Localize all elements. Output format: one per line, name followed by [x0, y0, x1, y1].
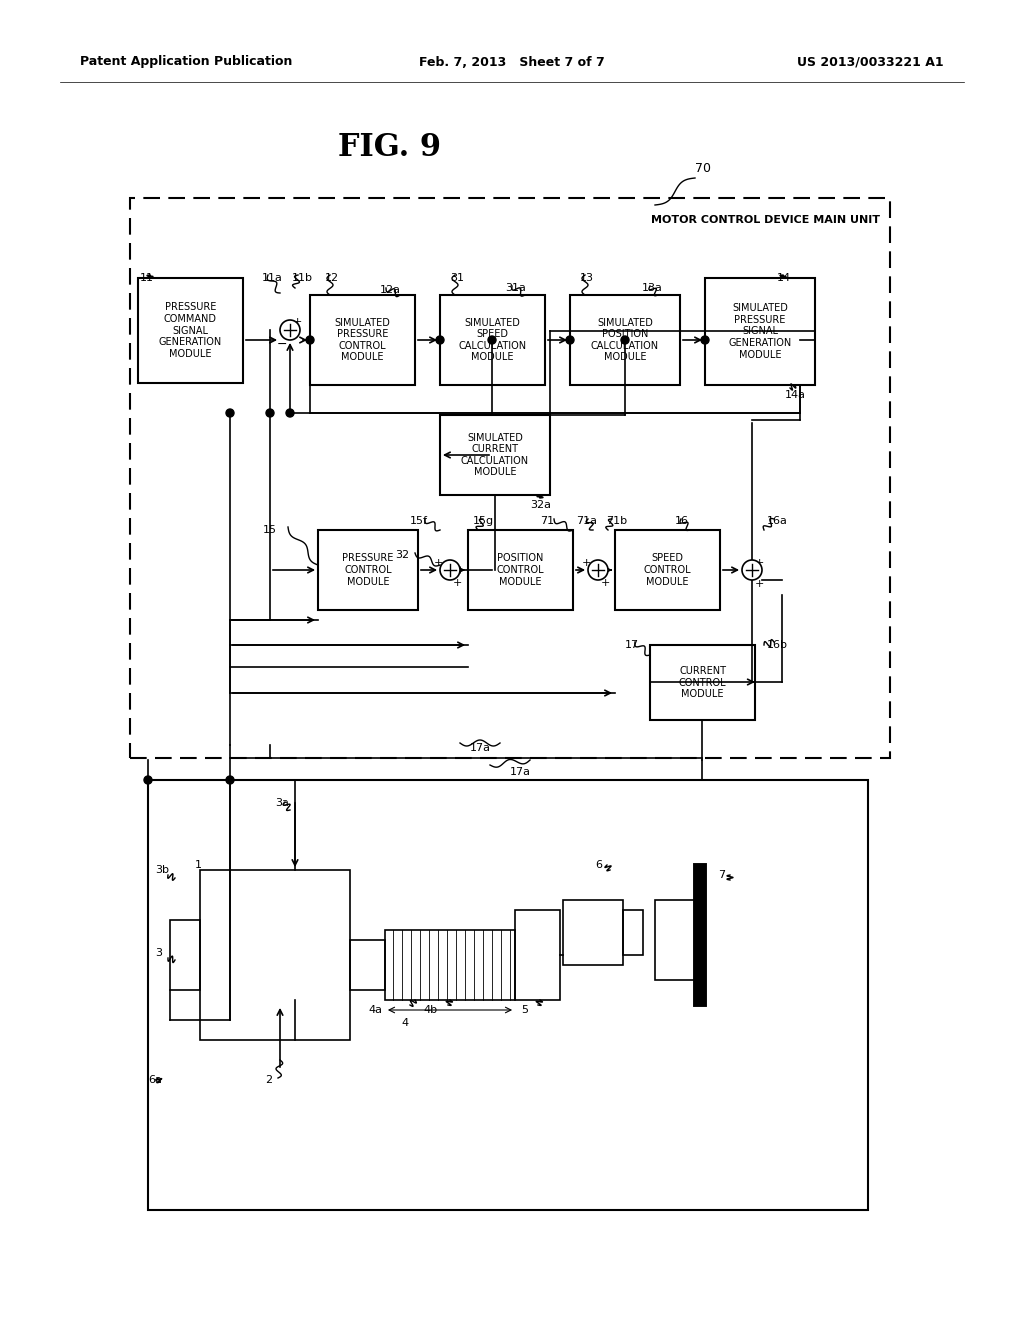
Text: 11a: 11a [262, 273, 283, 282]
Text: 15: 15 [263, 525, 278, 535]
Text: SIMULATED
PRESSURE
SIGNAL
GENERATION
MODULE: SIMULATED PRESSURE SIGNAL GENERATION MOD… [728, 304, 792, 360]
Text: +: + [582, 558, 591, 568]
Bar [148, 780, 868, 1210]
Circle shape [286, 409, 294, 417]
Text: POSITION
CONTROL
MODULE: POSITION CONTROL MODULE [497, 553, 545, 586]
Bar [615, 531, 720, 610]
Text: 71: 71 [540, 516, 554, 525]
Text: 14a: 14a [785, 389, 806, 400]
Circle shape [701, 337, 709, 345]
Bar [170, 920, 200, 990]
Text: 4: 4 [401, 1018, 409, 1028]
Bar [318, 531, 418, 610]
Text: 13: 13 [580, 273, 594, 282]
Text: 2: 2 [265, 1074, 272, 1085]
Bar [440, 294, 545, 385]
Circle shape [144, 776, 152, 784]
Text: 6a: 6a [148, 1074, 162, 1085]
Circle shape [566, 337, 574, 345]
Circle shape [226, 409, 234, 417]
Text: FIG. 9: FIG. 9 [339, 132, 441, 164]
Text: US 2013/0033221 A1: US 2013/0033221 A1 [798, 55, 944, 69]
Text: 6: 6 [595, 861, 602, 870]
Bar [563, 900, 623, 965]
Text: 3: 3 [155, 948, 162, 958]
Text: 71b: 71b [606, 516, 627, 525]
Bar [350, 940, 385, 990]
Text: SIMULATED
CURRENT
CALCULATION
MODULE: SIMULATED CURRENT CALCULATION MODULE [461, 433, 529, 478]
Text: SIMULATED
SPEED
CALCULATION
MODULE: SIMULATED SPEED CALCULATION MODULE [459, 318, 526, 363]
Text: +: + [293, 317, 302, 327]
Circle shape [488, 337, 496, 345]
Text: SIMULATED
POSITION
CALCULATION
MODULE: SIMULATED POSITION CALCULATION MODULE [591, 318, 659, 363]
Text: −: − [276, 338, 287, 351]
Bar [655, 900, 700, 979]
Text: 3a: 3a [275, 799, 289, 808]
Text: 14: 14 [777, 273, 792, 282]
Circle shape [621, 337, 629, 345]
Text: +: + [433, 558, 442, 568]
Text: PRESSURE
COMMAND
SIGNAL
GENERATION
MODULE: PRESSURE COMMAND SIGNAL GENERATION MODUL… [159, 302, 222, 359]
Text: 13a: 13a [642, 282, 663, 293]
Text: +: + [601, 578, 610, 587]
Text: 11b: 11b [292, 273, 313, 282]
Text: 17a: 17a [469, 743, 490, 752]
Bar [623, 909, 643, 954]
Text: MOTOR CONTROL DEVICE MAIN UNIT: MOTOR CONTROL DEVICE MAIN UNIT [651, 215, 880, 224]
Circle shape [440, 560, 460, 579]
Bar [440, 414, 550, 495]
Text: 71a: 71a [575, 516, 597, 525]
Text: 1: 1 [195, 861, 202, 870]
Bar [385, 931, 515, 1001]
Text: +: + [755, 579, 764, 589]
Text: 12: 12 [325, 273, 339, 282]
Text: 4a: 4a [368, 1005, 382, 1015]
Text: 17a: 17a [510, 767, 530, 777]
Bar [570, 294, 680, 385]
Bar [138, 279, 243, 383]
Text: 16a: 16a [767, 516, 787, 525]
Text: SIMULATED
PRESSURE
CONTROL
MODULE: SIMULATED PRESSURE CONTROL MODULE [335, 318, 390, 363]
Text: Feb. 7, 2013   Sheet 7 of 7: Feb. 7, 2013 Sheet 7 of 7 [419, 55, 605, 69]
Bar [650, 645, 755, 719]
Text: +: + [453, 578, 463, 587]
Bar [515, 909, 560, 1001]
Circle shape [280, 319, 300, 341]
Bar [468, 531, 573, 610]
Text: 31a: 31a [505, 282, 526, 293]
Text: +: + [755, 558, 764, 568]
Circle shape [742, 560, 762, 579]
Text: 15f: 15f [410, 516, 428, 525]
Text: PRESSURE
CONTROL
MODULE: PRESSURE CONTROL MODULE [342, 553, 393, 586]
Bar [130, 198, 890, 758]
Text: 7: 7 [718, 870, 725, 880]
Circle shape [306, 337, 314, 345]
Text: 5: 5 [521, 1005, 528, 1015]
Text: 32: 32 [395, 550, 410, 560]
Text: 70: 70 [695, 161, 711, 174]
Circle shape [436, 337, 444, 345]
Text: Patent Application Publication: Patent Application Publication [80, 55, 293, 69]
Circle shape [266, 409, 274, 417]
Text: SPEED
CONTROL
MODULE: SPEED CONTROL MODULE [644, 553, 691, 586]
Bar [310, 294, 415, 385]
Text: 17: 17 [625, 640, 639, 649]
Text: 11: 11 [140, 273, 154, 282]
Text: CURRENT
CONTROL
MODULE: CURRENT CONTROL MODULE [679, 665, 726, 700]
Text: 16b: 16b [767, 640, 788, 649]
Text: 32a: 32a [530, 500, 551, 510]
Text: 12a: 12a [380, 285, 401, 294]
Bar [705, 279, 815, 385]
Circle shape [226, 776, 234, 784]
Text: 15g: 15g [473, 516, 495, 525]
Text: 16: 16 [675, 516, 689, 525]
Text: 3b: 3b [155, 865, 169, 875]
Circle shape [588, 560, 608, 579]
Text: 31: 31 [450, 273, 464, 282]
Bar [200, 870, 350, 1040]
Text: 4b: 4b [423, 1005, 437, 1015]
